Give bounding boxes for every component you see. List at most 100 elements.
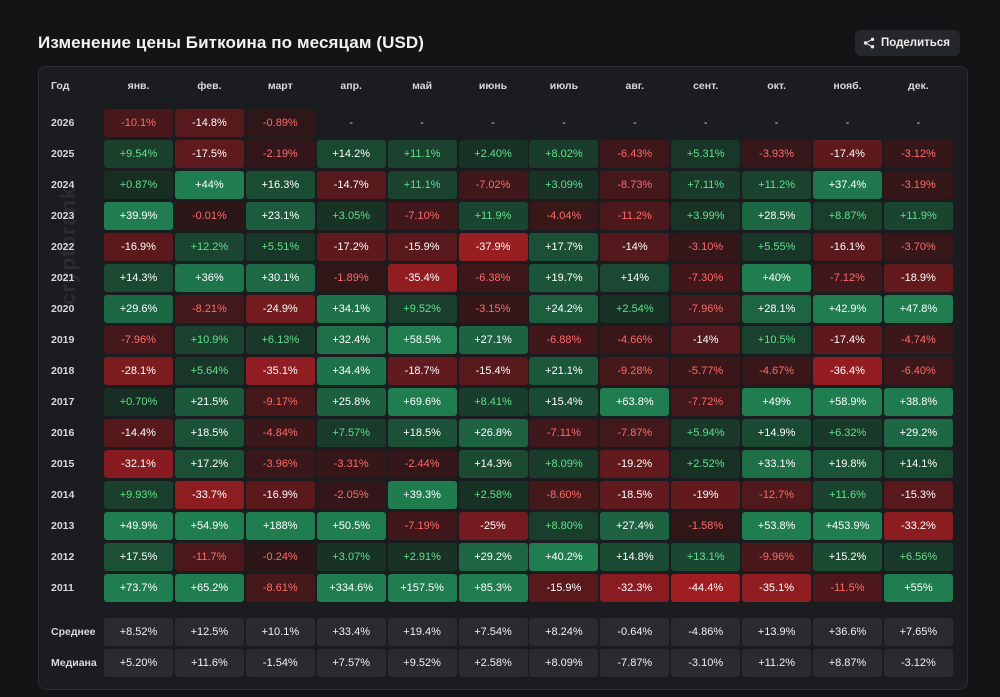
heatmap-cell[interactable]: -8.73%: [600, 171, 670, 199]
heatmap-cell[interactable]: +5.55%: [742, 233, 812, 261]
heatmap-cell[interactable]: -6.43%: [600, 140, 670, 168]
heatmap-cell[interactable]: +3.09%: [529, 171, 599, 199]
heatmap-cell[interactable]: -35.1%: [245, 357, 315, 385]
heatmap-cell[interactable]: +42.9%: [813, 295, 882, 323]
heatmap-cell[interactable]: -: [703, 117, 708, 129]
heatmap-cell[interactable]: +36%: [174, 264, 244, 292]
heatmap-cell[interactable]: -17.2%: [316, 233, 386, 261]
heatmap-cell[interactable]: +9.52%: [387, 295, 457, 323]
heatmap-cell[interactable]: -7.10%: [387, 202, 457, 230]
heatmap-cell[interactable]: +453.9%: [813, 512, 882, 540]
heatmap-cell[interactable]: -: [349, 117, 354, 129]
heatmap-cell[interactable]: +2.40%: [458, 140, 528, 168]
heatmap-cell[interactable]: +44%: [174, 171, 244, 199]
heatmap-cell[interactable]: +55%: [883, 574, 953, 602]
heatmap-cell[interactable]: -18.5%: [600, 481, 670, 509]
heatmap-cell[interactable]: +0.70%: [104, 388, 173, 416]
heatmap-cell[interactable]: +11.1%: [387, 140, 457, 168]
heatmap-cell[interactable]: -11.2%: [600, 202, 670, 230]
heatmap-cell[interactable]: -6.40%: [883, 357, 953, 385]
heatmap-cell[interactable]: +7.11%: [671, 171, 741, 199]
heatmap-cell[interactable]: +3.99%: [671, 202, 741, 230]
heatmap-cell[interactable]: +11.1%: [387, 171, 457, 199]
heatmap-cell[interactable]: +5.64%: [174, 357, 244, 385]
heatmap-cell[interactable]: +18.5%: [387, 419, 457, 447]
heatmap-cell[interactable]: +19.8%: [813, 450, 882, 478]
heatmap-cell[interactable]: -2.44%: [387, 450, 457, 478]
heatmap-cell[interactable]: -19%: [671, 481, 741, 509]
heatmap-cell[interactable]: -4.04%: [529, 202, 599, 230]
heatmap-cell[interactable]: -33.7%: [174, 481, 244, 509]
heatmap-cell[interactable]: -7.12%: [813, 264, 882, 292]
heatmap-cell[interactable]: +49%: [742, 388, 812, 416]
heatmap-cell[interactable]: +54.9%: [174, 512, 244, 540]
heatmap-cell[interactable]: -3.31%: [316, 450, 386, 478]
heatmap-cell[interactable]: +14.3%: [104, 264, 173, 292]
heatmap-cell[interactable]: -15.9%: [387, 233, 457, 261]
heatmap-cell[interactable]: -14%: [600, 233, 670, 261]
heatmap-cell[interactable]: -0.89%: [245, 109, 315, 137]
heatmap-cell[interactable]: +58.9%: [813, 388, 882, 416]
heatmap-cell[interactable]: +53.8%: [742, 512, 812, 540]
heatmap-cell[interactable]: +0.87%: [104, 171, 173, 199]
heatmap-cell[interactable]: +39.3%: [387, 481, 457, 509]
heatmap-cell[interactable]: -7.72%: [671, 388, 741, 416]
heatmap-cell[interactable]: +14.3%: [458, 450, 528, 478]
heatmap-cell[interactable]: +63.8%: [600, 388, 670, 416]
heatmap-cell[interactable]: -7.19%: [387, 512, 457, 540]
heatmap-cell[interactable]: -6.38%: [458, 264, 528, 292]
heatmap-cell[interactable]: +40%: [742, 264, 812, 292]
heatmap-cell[interactable]: +14%: [600, 264, 670, 292]
heatmap-cell[interactable]: +6.32%: [813, 419, 882, 447]
heatmap-cell[interactable]: -1.89%: [316, 264, 386, 292]
heatmap-cell[interactable]: +27.4%: [600, 512, 670, 540]
heatmap-cell[interactable]: -17.5%: [174, 140, 244, 168]
heatmap-cell[interactable]: +2.52%: [671, 450, 741, 478]
heatmap-cell[interactable]: +24.2%: [529, 295, 599, 323]
heatmap-cell[interactable]: -3.10%: [671, 233, 741, 261]
heatmap-cell[interactable]: +34.4%: [316, 357, 386, 385]
heatmap-cell[interactable]: -4.67%: [742, 357, 812, 385]
heatmap-cell[interactable]: -7.30%: [671, 264, 741, 292]
heatmap-cell[interactable]: +65.2%: [174, 574, 244, 602]
heatmap-cell[interactable]: -14.4%: [104, 419, 173, 447]
heatmap-cell[interactable]: +7.57%: [316, 419, 386, 447]
heatmap-cell[interactable]: +14.1%: [883, 450, 953, 478]
heatmap-cell[interactable]: +38.8%: [883, 388, 953, 416]
heatmap-cell[interactable]: +12.2%: [174, 233, 244, 261]
heatmap-cell[interactable]: +39.9%: [104, 202, 173, 230]
heatmap-cell[interactable]: +21.5%: [174, 388, 244, 416]
heatmap-cell[interactable]: +17.7%: [529, 233, 599, 261]
heatmap-cell[interactable]: -6.88%: [529, 326, 599, 354]
heatmap-cell[interactable]: +10.9%: [174, 326, 244, 354]
heatmap-cell[interactable]: -7.96%: [104, 326, 173, 354]
heatmap-cell[interactable]: +40.2%: [529, 543, 599, 571]
heatmap-cell[interactable]: -3.93%: [742, 140, 812, 168]
heatmap-cell[interactable]: -1.58%: [671, 512, 741, 540]
heatmap-cell[interactable]: -35.1%: [742, 574, 812, 602]
heatmap-cell[interactable]: -16.1%: [813, 233, 882, 261]
heatmap-cell[interactable]: +11.9%: [883, 202, 953, 230]
heatmap-cell[interactable]: +8.09%: [529, 450, 599, 478]
heatmap-cell[interactable]: -10.1%: [104, 109, 173, 137]
heatmap-cell[interactable]: -35.4%: [387, 264, 457, 292]
heatmap-cell[interactable]: -0.01%: [174, 202, 244, 230]
heatmap-cell[interactable]: -14%: [671, 326, 741, 354]
heatmap-cell[interactable]: +2.91%: [387, 543, 457, 571]
heatmap-cell[interactable]: -17.4%: [813, 140, 882, 168]
heatmap-cell[interactable]: -37.9%: [458, 233, 528, 261]
heatmap-cell[interactable]: -14.8%: [174, 109, 244, 137]
heatmap-cell[interactable]: +2.54%: [600, 295, 670, 323]
heatmap-cell[interactable]: -24.9%: [245, 295, 315, 323]
heatmap-cell[interactable]: +85.3%: [458, 574, 528, 602]
heatmap-cell[interactable]: +9.54%: [104, 140, 173, 168]
heatmap-cell[interactable]: -: [420, 117, 424, 129]
heatmap-cell[interactable]: +6.56%: [883, 543, 953, 571]
heatmap-cell[interactable]: +3.07%: [316, 543, 386, 571]
heatmap-cell[interactable]: +9.93%: [104, 481, 173, 509]
heatmap-cell[interactable]: -7.96%: [671, 295, 741, 323]
heatmap-cell[interactable]: -18.7%: [387, 357, 457, 385]
heatmap-cell[interactable]: +69.6%: [387, 388, 457, 416]
heatmap-cell[interactable]: -15.9%: [529, 574, 599, 602]
heatmap-cell[interactable]: +334.6%: [316, 574, 386, 602]
